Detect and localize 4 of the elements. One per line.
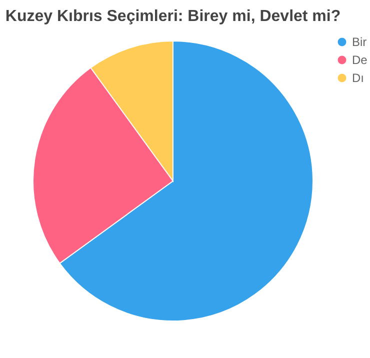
chart-title: Kuzey Kıbrıs Seçimleri: Birey mi, Devlet mi? (5, 8, 341, 25)
legend-label: De (352, 53, 368, 67)
legend-label: Bir (352, 35, 367, 49)
legend-label: Dı (352, 71, 364, 85)
